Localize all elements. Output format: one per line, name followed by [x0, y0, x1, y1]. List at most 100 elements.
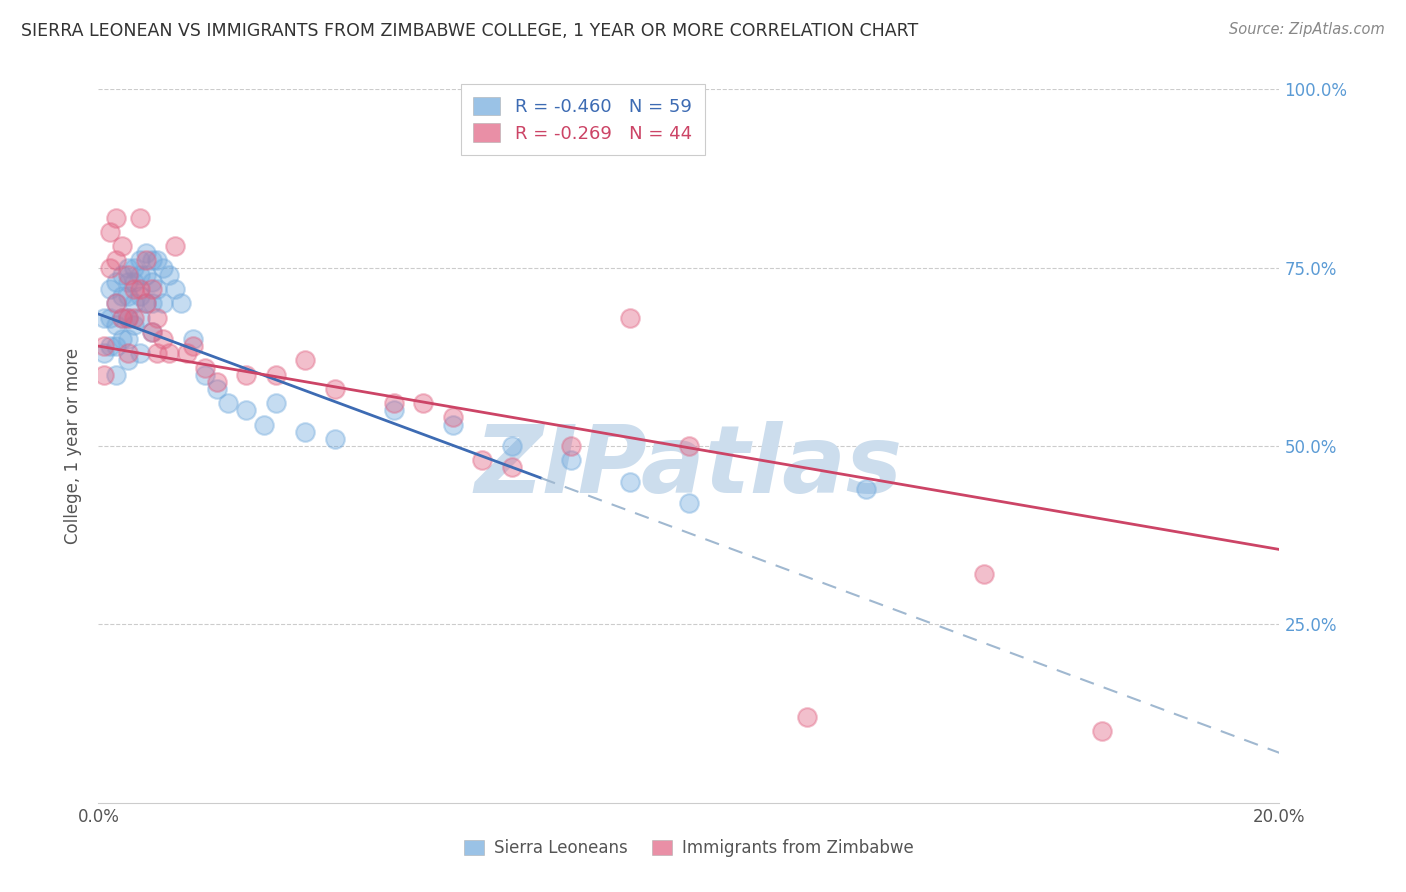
- Point: [560, 453, 582, 467]
- Point: [205, 382, 228, 396]
- Point: [165, 239, 187, 253]
- Point: [560, 439, 582, 453]
- Point: [105, 318, 128, 332]
- Point: [501, 439, 523, 453]
- Text: ZIPatlas: ZIPatlas: [475, 421, 903, 514]
- Point: [146, 282, 169, 296]
- Point: [264, 396, 287, 410]
- Point: [122, 275, 145, 289]
- Point: [170, 296, 193, 310]
- Point: [294, 353, 316, 368]
- Point: [135, 246, 157, 260]
- Point: [294, 425, 316, 439]
- Legend: Sierra Leoneans, Immigrants from Zimbabwe: Sierra Leoneans, Immigrants from Zimbabw…: [456, 831, 922, 866]
- Point: [796, 710, 818, 724]
- Point: [105, 296, 128, 310]
- Point: [111, 310, 134, 325]
- Point: [1091, 724, 1114, 739]
- Point: [217, 396, 239, 410]
- Point: [235, 368, 257, 382]
- Point: [105, 368, 128, 382]
- Point: [98, 310, 121, 325]
- Point: [157, 268, 180, 282]
- Point: [128, 253, 150, 268]
- Y-axis label: College, 1 year or more: College, 1 year or more: [65, 348, 83, 544]
- Point: [141, 325, 163, 339]
- Point: [128, 346, 150, 360]
- Point: [98, 339, 121, 353]
- Point: [855, 482, 877, 496]
- Point: [135, 253, 157, 268]
- Point: [146, 310, 169, 325]
- Point: [157, 346, 180, 360]
- Point: [117, 346, 139, 360]
- Point: [441, 410, 464, 425]
- Point: [93, 339, 115, 353]
- Point: [441, 417, 464, 432]
- Point: [128, 289, 150, 303]
- Point: [165, 282, 187, 296]
- Point: [194, 368, 217, 382]
- Point: [122, 318, 145, 332]
- Point: [141, 253, 163, 268]
- Point: [105, 296, 128, 310]
- Point: [135, 296, 157, 310]
- Point: [111, 310, 134, 325]
- Point: [117, 310, 139, 325]
- Point: [501, 460, 523, 475]
- Point: [152, 296, 174, 310]
- Point: [98, 260, 121, 275]
- Point: [619, 310, 641, 325]
- Point: [128, 282, 150, 296]
- Point: [141, 282, 163, 296]
- Point: [152, 332, 174, 346]
- Point: [619, 475, 641, 489]
- Point: [412, 396, 434, 410]
- Point: [181, 332, 204, 346]
- Point: [122, 282, 145, 296]
- Point: [323, 382, 346, 396]
- Point: [176, 346, 198, 360]
- Point: [264, 368, 287, 382]
- Point: [152, 260, 174, 275]
- Point: [105, 211, 128, 225]
- Point: [382, 396, 405, 410]
- Point: [135, 296, 157, 310]
- Point: [122, 310, 145, 325]
- Point: [98, 282, 121, 296]
- Point: [117, 310, 139, 325]
- Point: [93, 368, 115, 382]
- Point: [253, 417, 276, 432]
- Point: [205, 375, 228, 389]
- Point: [135, 268, 157, 282]
- Text: Source: ZipAtlas.com: Source: ZipAtlas.com: [1229, 22, 1385, 37]
- Point: [122, 260, 145, 275]
- Point: [105, 339, 128, 353]
- Point: [471, 453, 494, 467]
- Point: [128, 211, 150, 225]
- Point: [235, 403, 257, 417]
- Point: [141, 325, 163, 339]
- Point: [98, 225, 121, 239]
- Point: [93, 346, 115, 360]
- Point: [128, 310, 150, 325]
- Point: [122, 296, 145, 310]
- Point: [117, 332, 139, 346]
- Point: [141, 275, 163, 289]
- Point: [181, 339, 204, 353]
- Point: [117, 260, 139, 275]
- Point: [194, 360, 217, 375]
- Point: [128, 268, 150, 282]
- Point: [146, 253, 169, 268]
- Point: [111, 268, 134, 282]
- Text: SIERRA LEONEAN VS IMMIGRANTS FROM ZIMBABWE COLLEGE, 1 YEAR OR MORE CORRELATION C: SIERRA LEONEAN VS IMMIGRANTS FROM ZIMBAB…: [21, 22, 918, 40]
- Point: [678, 496, 700, 510]
- Point: [111, 239, 134, 253]
- Point: [973, 567, 995, 582]
- Point: [117, 268, 139, 282]
- Point: [93, 310, 115, 325]
- Point: [105, 275, 128, 289]
- Point: [323, 432, 346, 446]
- Point: [117, 353, 139, 368]
- Point: [111, 289, 134, 303]
